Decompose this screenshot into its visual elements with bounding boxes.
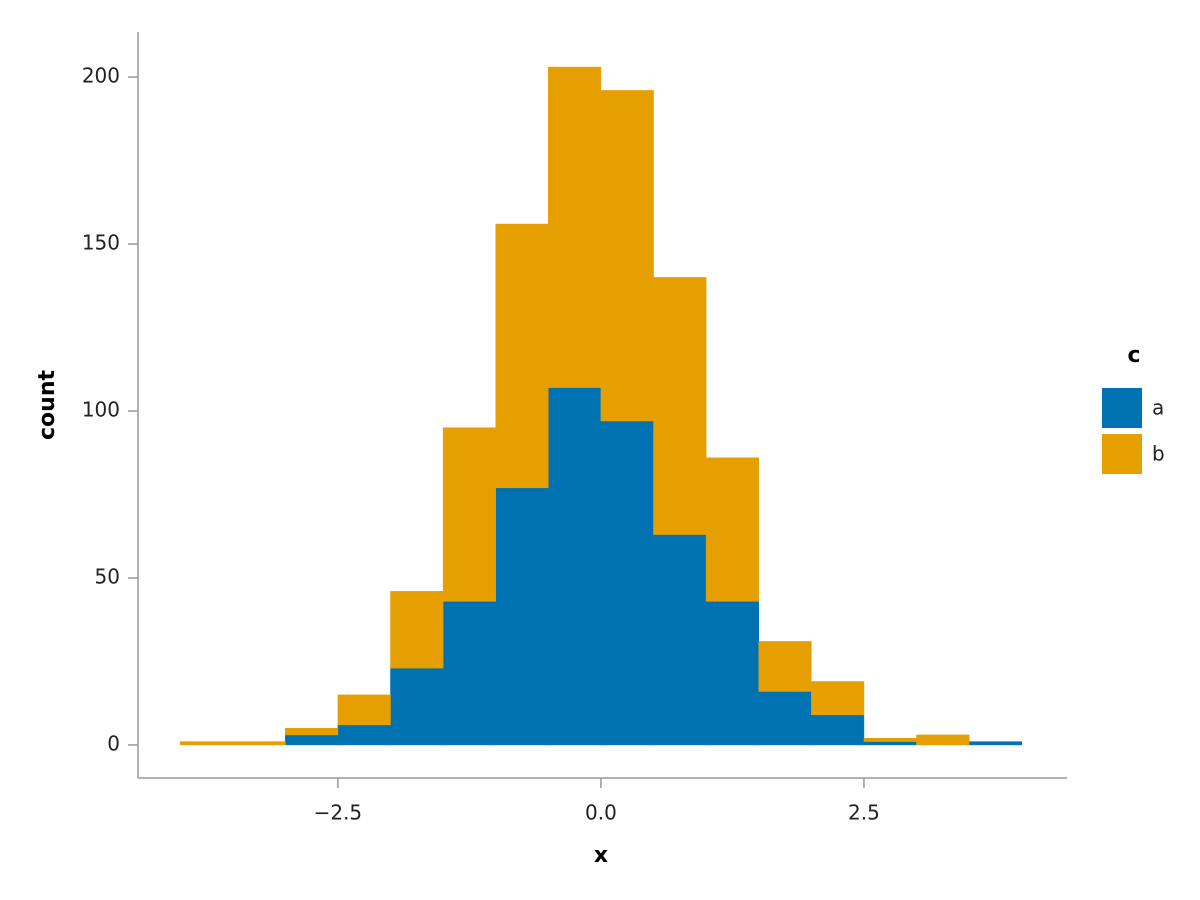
x-tick-label: 2.5 <box>848 801 880 825</box>
y-tick-label: 0 <box>107 731 120 755</box>
legend-label: b <box>1152 442 1165 466</box>
bar <box>705 601 759 746</box>
bar <box>442 427 496 602</box>
bar <box>758 641 812 692</box>
y-tick-label: 50 <box>95 564 120 588</box>
bar <box>337 694 391 726</box>
y-tick-label: 100 <box>82 398 120 422</box>
bar <box>968 741 1023 746</box>
bar <box>600 420 654 746</box>
x-tick-label: −2.5 <box>314 801 363 825</box>
y-tick-label: 200 <box>82 64 120 88</box>
y-axis-title: count <box>35 370 60 440</box>
bar <box>811 681 865 716</box>
bar <box>758 691 812 746</box>
bar <box>285 727 339 736</box>
bar <box>495 487 549 746</box>
bar <box>337 724 391 746</box>
bar <box>705 457 759 602</box>
bar <box>653 534 707 746</box>
legend-swatch <box>1102 388 1142 428</box>
bar <box>179 741 233 746</box>
bar <box>548 387 602 746</box>
bar <box>653 277 707 535</box>
bar <box>863 738 917 742</box>
bar <box>495 223 549 489</box>
x-tick-label: 0.0 <box>585 801 617 825</box>
bar <box>232 741 286 746</box>
bar <box>442 601 496 746</box>
legend-title: c <box>1127 343 1140 368</box>
bar <box>600 90 654 422</box>
y-tick-label: 150 <box>82 231 120 255</box>
bar <box>285 734 339 746</box>
legend-label: a <box>1152 396 1164 420</box>
bar <box>390 591 444 669</box>
legend-swatch <box>1102 434 1142 474</box>
bar <box>390 667 444 746</box>
bar <box>548 66 602 388</box>
bar <box>863 741 917 746</box>
bar <box>811 714 865 746</box>
x-axis-title: x <box>594 843 608 868</box>
bar <box>916 734 970 746</box>
